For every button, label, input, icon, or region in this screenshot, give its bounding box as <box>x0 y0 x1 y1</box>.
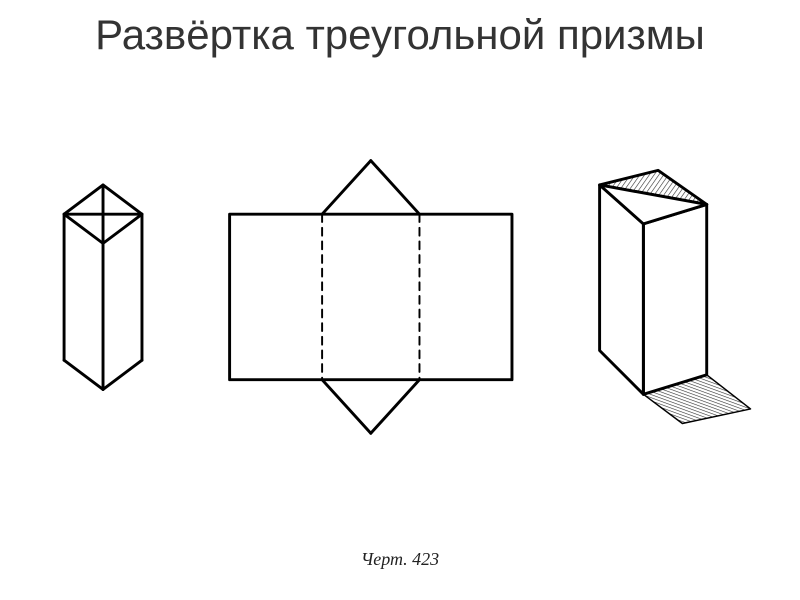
figure-caption: Черт. 423 <box>0 549 800 600</box>
prism-diagram <box>30 75 770 529</box>
prism-net <box>230 161 512 434</box>
diagram-area <box>0 65 800 549</box>
page-container: Развёртка треугольной призмы Черт. 423 <box>0 0 800 600</box>
prism-right <box>600 171 751 424</box>
prism-left <box>64 185 142 389</box>
page-title: Развёртка треугольной призмы <box>0 0 800 65</box>
